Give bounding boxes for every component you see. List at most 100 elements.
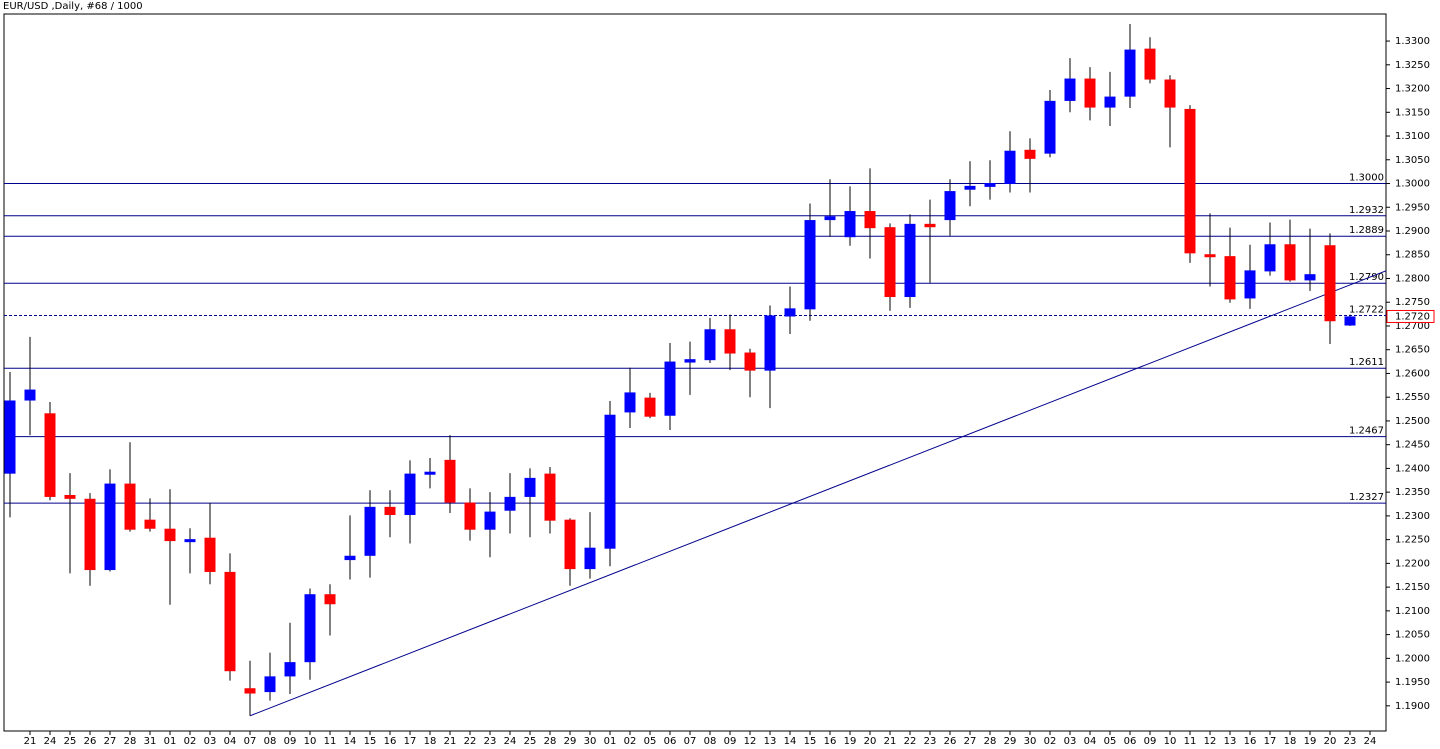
candle-body <box>264 676 276 693</box>
candle-body <box>884 227 896 298</box>
x-tick-label: 30 <box>1024 736 1037 747</box>
chart-title: EUR/USD ,Daily, #68 / 1000 <box>3 1 143 12</box>
candle-body <box>1344 316 1356 326</box>
x-tick-label: 03 <box>1064 736 1077 747</box>
x-tick-label: 05 <box>1104 736 1117 747</box>
x-tick-label: 22 <box>904 736 917 747</box>
candle-body <box>524 477 536 497</box>
candle-body <box>144 519 156 529</box>
x-tick-label: 12 <box>744 736 757 747</box>
candle-body <box>644 397 656 417</box>
candle-body <box>464 502 476 530</box>
candle-body <box>664 361 676 416</box>
x-tick-label: 10 <box>1164 736 1177 747</box>
candle-body <box>24 389 36 401</box>
candle-body <box>484 511 496 530</box>
candle-body <box>1004 150 1016 185</box>
y-tick-label: 1.2600 <box>1395 368 1430 379</box>
y-tick-label: 1.2950 <box>1395 202 1430 213</box>
x-tick-label: 22 <box>464 736 477 747</box>
y-tick-label: 1.2300 <box>1395 511 1430 522</box>
x-tick-label: 28 <box>544 736 557 747</box>
y-tick-label: 1.2900 <box>1395 226 1430 237</box>
x-tick-label: 16 <box>824 736 837 747</box>
level-label: 1.2467 <box>1349 426 1384 437</box>
y-tick-label: 1.2800 <box>1395 273 1430 284</box>
candle-body <box>784 308 796 317</box>
candle-body <box>564 519 576 570</box>
y-tick-label: 1.2350 <box>1395 487 1430 498</box>
candle-body <box>1064 78 1076 101</box>
x-tick-label: 09 <box>1144 736 1157 747</box>
candle-body <box>4 400 16 474</box>
candle-body <box>924 223 936 228</box>
candle-body <box>1164 79 1176 108</box>
candle-body <box>224 571 236 672</box>
y-tick-label: 1.2650 <box>1395 345 1430 356</box>
candle-body <box>544 473 556 521</box>
level-label: 1.2790 <box>1349 272 1384 283</box>
candle-body <box>1144 48 1156 80</box>
x-tick-label: 07 <box>684 736 697 747</box>
x-tick-label: 02 <box>624 736 637 747</box>
candle-body <box>84 498 96 571</box>
candle-body <box>64 494 76 499</box>
level-label: 1.2327 <box>1349 492 1384 503</box>
x-tick-label: 21 <box>444 736 457 747</box>
y-tick-label: 1.2100 <box>1395 606 1430 617</box>
x-tick-label: 14 <box>344 736 357 747</box>
candle-body <box>1024 149 1036 159</box>
x-tick-label: 28 <box>984 736 997 747</box>
plot-frame <box>3 13 1387 732</box>
x-tick-label: 09 <box>724 736 737 747</box>
candle-body <box>1244 270 1256 299</box>
x-tick-label: 28 <box>124 736 137 747</box>
candle-body <box>604 414 616 549</box>
candle-body <box>584 547 596 570</box>
x-tick-label: 11 <box>1184 736 1197 747</box>
x-tick-label: 31 <box>144 736 157 747</box>
x-tick-label: 16 <box>1244 736 1257 747</box>
candle-body <box>444 459 456 503</box>
candle-body <box>424 471 436 475</box>
y-tick-label: 1.3100 <box>1395 131 1430 142</box>
x-tick-label: 02 <box>184 736 197 747</box>
y-tick-label: 1.2250 <box>1395 535 1430 546</box>
x-tick-label: 15 <box>804 736 817 747</box>
candle-body <box>1124 49 1136 97</box>
x-tick-label: 20 <box>1324 736 1337 747</box>
x-tick-label: 27 <box>964 736 977 747</box>
x-tick-label: 21 <box>884 736 897 747</box>
candle-body <box>844 211 856 238</box>
x-tick-label: 21 <box>24 736 37 747</box>
y-tick-label: 1.1950 <box>1395 677 1430 688</box>
x-tick-label: 07 <box>244 736 257 747</box>
candle-body <box>684 359 696 363</box>
x-tick-label: 13 <box>764 736 777 747</box>
y-tick-label: 1.2050 <box>1395 630 1430 641</box>
x-tick-label: 11 <box>324 736 337 747</box>
x-tick-label: 25 <box>524 736 537 747</box>
candle-body <box>1284 244 1296 281</box>
candle-body <box>44 413 56 497</box>
x-tick-label: 17 <box>1264 736 1277 747</box>
candle-body <box>324 594 336 605</box>
x-tick-label: 08 <box>704 736 717 747</box>
x-tick-label: 29 <box>1004 736 1017 747</box>
candle-body <box>104 483 116 571</box>
x-tick-label: 25 <box>64 736 77 747</box>
candle-body <box>804 220 816 310</box>
candle-body <box>864 211 876 229</box>
x-tick-label: 01 <box>604 736 617 747</box>
x-tick-label: 23 <box>924 736 937 747</box>
x-tick-label: 13 <box>1224 736 1237 747</box>
candle-body <box>1224 256 1236 300</box>
x-tick-label: 12 <box>1204 736 1217 747</box>
candle-body <box>944 191 956 221</box>
candle-body <box>184 539 196 543</box>
candle-body <box>1104 96 1116 108</box>
y-tick-label: 1.2500 <box>1395 416 1430 427</box>
candle-body <box>904 223 916 298</box>
